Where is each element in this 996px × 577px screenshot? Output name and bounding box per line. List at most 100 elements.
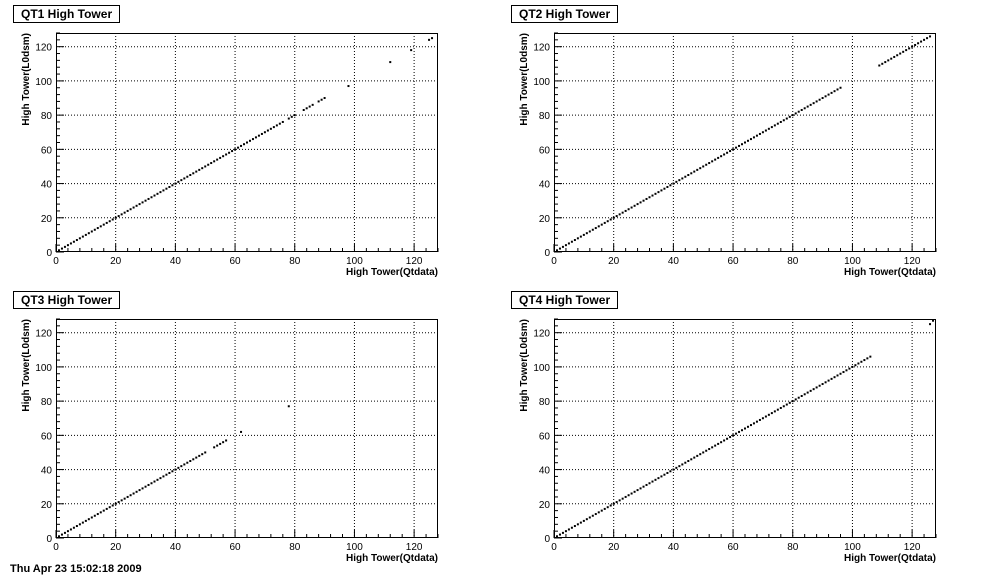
data-point [219,156,222,159]
data-point [198,454,201,457]
data-point [761,417,764,420]
data-point [830,91,833,94]
y-tick-label: 60 [41,431,53,442]
data-point [180,179,183,182]
data-point [776,408,779,411]
data-point [60,247,63,250]
data-point [108,506,111,509]
data-point [845,369,848,372]
data-point [186,461,189,464]
data-point [192,458,195,461]
y-tick-label: 120 [533,43,550,54]
data-point [770,412,773,415]
data-point [929,323,932,326]
data-point [585,232,588,235]
data-point [75,525,78,528]
y-tick-label: 100 [533,77,550,88]
chart-title: QT2 High Tower [511,5,619,23]
data-point [741,143,744,146]
data-point [791,114,794,117]
data-point [908,47,911,50]
data-point [99,225,102,228]
data-point [914,43,917,46]
data-point [767,127,770,130]
data-point [708,448,711,451]
data-point [231,150,234,153]
y-axis-label: High Tower(L0dsm) [519,319,530,412]
data-point [639,487,642,490]
data-point [615,215,618,218]
data-point [99,511,102,514]
data-point [785,403,788,406]
data-point [183,463,186,466]
data-point [630,492,633,495]
data-point [884,61,887,64]
chart-title: QT1 High Tower [13,5,121,23]
data-point [138,203,141,206]
data-point [684,461,687,464]
x-axis-label: High Tower(Qtdata) [844,267,936,278]
data-point [210,162,213,165]
data-point [651,194,654,197]
data-point [141,201,144,204]
data-point [812,102,815,105]
data-point [174,468,177,471]
data-point [389,61,392,64]
x-axis-label: High Tower(Qtdata) [346,267,438,278]
data-point [72,240,75,243]
data-point [573,239,576,242]
y-tick-label: 20 [41,214,53,225]
data-point [153,194,156,197]
y-tick-label: 120 [35,329,52,340]
data-point [714,444,717,447]
data-point [791,400,794,403]
data-point [615,501,618,504]
data-point [672,468,675,471]
data-point [905,49,908,52]
data-point [666,471,669,474]
data-point [579,235,582,238]
y-tick-label: 40 [539,466,551,477]
data-point [177,180,180,183]
data-point [678,179,681,182]
data-point [720,441,723,444]
data-point [797,396,800,399]
data-point [836,88,839,91]
data-point [821,383,824,386]
data-point [78,237,81,240]
data-point [323,97,326,100]
data-point [240,430,243,433]
data-point [311,103,314,106]
data-point [66,244,69,247]
data-point [624,209,627,212]
data-point [260,132,263,135]
data-point [708,162,711,165]
y-tick-label: 20 [41,500,53,511]
data-point [63,245,66,248]
data-point [431,37,434,40]
data-point [797,110,800,113]
data-point [815,100,818,103]
x-tick-label: 120 [904,542,921,553]
data-point [320,98,323,101]
data-point [63,531,66,534]
data-point [195,170,198,173]
data-point [675,180,678,183]
data-point [162,475,165,478]
data-point [675,466,678,469]
data-point [174,182,177,185]
y-tick-label: 100 [35,363,52,374]
x-axis-label: High Tower(Qtdata) [346,553,438,564]
data-point [225,439,228,442]
data-point [588,516,591,519]
footer-timestamp: Thu Apr 23 15:02:18 2009 [10,563,142,575]
data-point [690,172,693,175]
data-point [702,451,705,454]
data-point [705,449,708,452]
data-point [243,143,246,146]
data-point [812,388,815,391]
data-point [660,189,663,192]
data-point [317,100,320,103]
data-point [809,389,812,392]
data-point [821,97,824,100]
